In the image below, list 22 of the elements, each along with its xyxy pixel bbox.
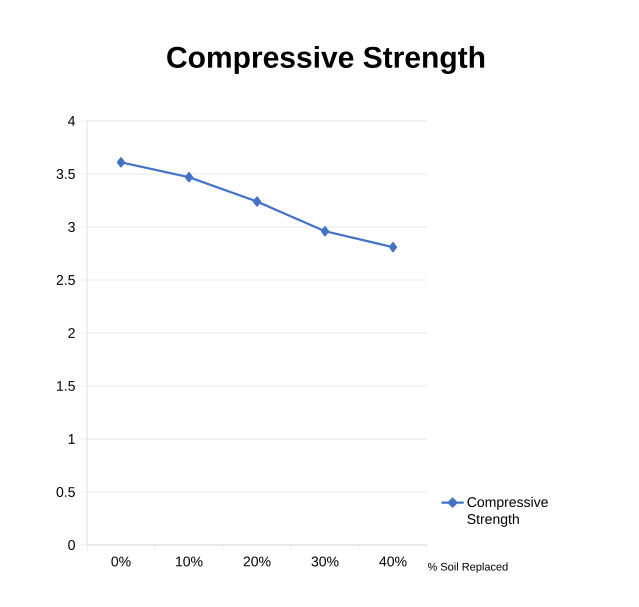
point xyxy=(388,242,398,252)
point xyxy=(116,157,126,168)
y-tick-label: 0.5 xyxy=(56,487,75,497)
point xyxy=(252,196,262,207)
y-tick-label: 4 xyxy=(68,116,76,126)
y-tick-label: 3.5 xyxy=(56,169,75,179)
x-tick-label: 30% xyxy=(312,556,339,566)
y-tick-label: 0 xyxy=(68,540,75,550)
chart-title: Compressive Strength xyxy=(167,46,484,74)
point xyxy=(320,226,330,236)
x-tick-label: 40% xyxy=(379,556,407,566)
y-tick-label: 2.5 xyxy=(56,275,75,285)
x-tick-label: 20% xyxy=(244,556,271,566)
y-tick-label: 1.5 xyxy=(57,381,75,391)
y-tick-label: 2 xyxy=(68,328,75,338)
y-tick-label: 3 xyxy=(68,222,75,232)
point xyxy=(184,172,194,182)
x-tick-label: 0% xyxy=(111,556,131,566)
x-tick-label: 10% xyxy=(176,556,203,566)
y-tick-label: 1 xyxy=(68,434,75,444)
x-axis-title: % Soil Replaced xyxy=(428,562,508,573)
legend-label: Compressive Strength xyxy=(467,496,548,527)
